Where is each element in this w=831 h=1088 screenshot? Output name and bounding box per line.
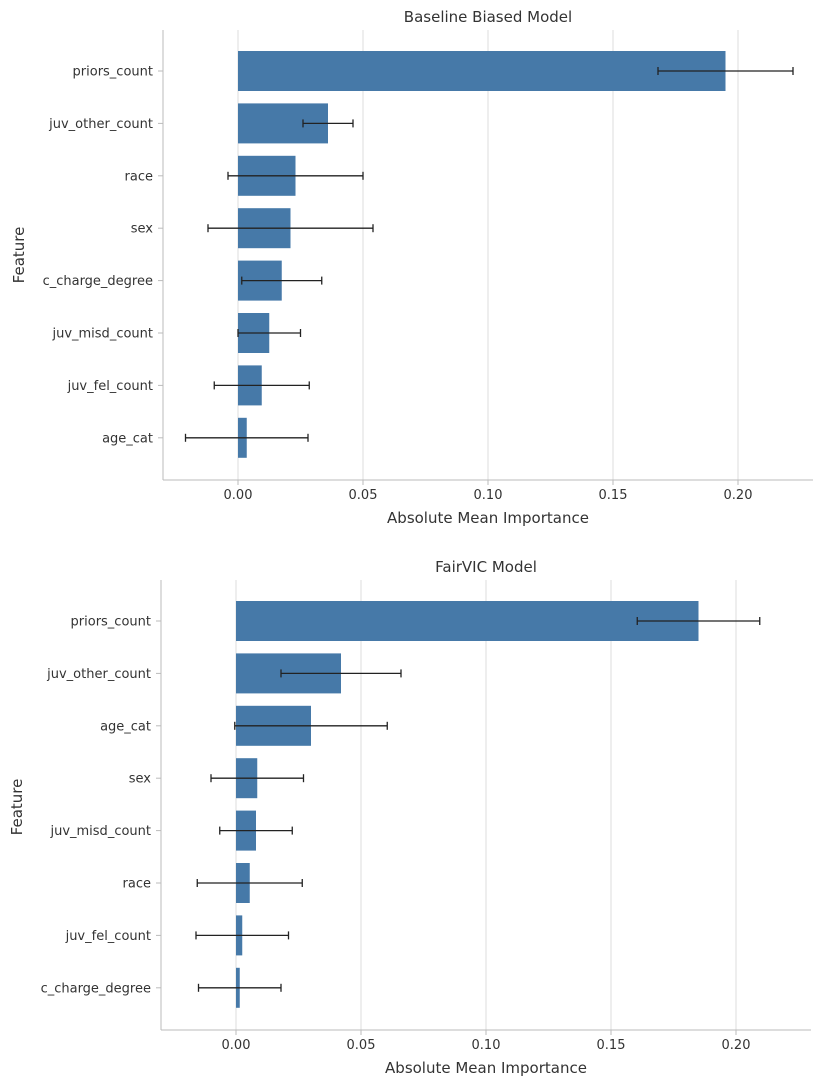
x-tick-label: 0.15 bbox=[599, 488, 628, 503]
x-tick-label: 0.10 bbox=[472, 1038, 501, 1053]
y-tick-label: juv_fel_count bbox=[65, 929, 151, 944]
x-tick-label: 0.05 bbox=[347, 1038, 376, 1053]
x-tick-label: 0.20 bbox=[722, 1038, 751, 1053]
chart-panel-2: 0.00 0.05 0.10 0.15 0.20 priors_count juv_othe… bbox=[8, 558, 811, 1077]
x-tick-label: 0.15 bbox=[597, 1038, 626, 1053]
y-tick-label: juv_fel_count bbox=[67, 379, 153, 394]
chart-panel-1: 0.00 0.05 0.10 0.15 0.20 priors_count juv_othe… bbox=[10, 8, 813, 527]
x-axis-label: Absolute Mean Importance bbox=[387, 509, 589, 527]
y-axis-label: Feature bbox=[8, 779, 26, 836]
bar bbox=[238, 51, 726, 91]
y-tick-label: juv_other_count bbox=[46, 667, 151, 682]
y-tick-label: sex bbox=[131, 222, 154, 237]
bar bbox=[236, 601, 699, 641]
y-tick-label: juv_misd_count bbox=[49, 824, 151, 839]
y-tick-label: juv_misd_count bbox=[51, 327, 153, 342]
y-tick-label: juv_other_count bbox=[48, 117, 153, 132]
x-tick-label: 0.05 bbox=[349, 488, 378, 503]
y-tick-label: age_cat bbox=[102, 431, 153, 446]
x-tick-label: 0.20 bbox=[724, 488, 753, 503]
y-tick-label: race bbox=[123, 877, 151, 892]
y-tick-label: priors_count bbox=[73, 65, 153, 80]
y-tick-label: c_charge_degree bbox=[43, 274, 153, 289]
y-tick-label: age_cat bbox=[100, 719, 151, 734]
x-tick-label: 0.00 bbox=[224, 488, 253, 503]
chart-title: FairVIC Model bbox=[435, 558, 537, 576]
y-tick-label: priors_count bbox=[71, 615, 151, 630]
x-tick-label: 0.10 bbox=[474, 488, 503, 503]
y-tick-label: race bbox=[125, 169, 153, 184]
x-tick-label: 0.00 bbox=[222, 1038, 251, 1053]
y-tick-label: sex bbox=[129, 772, 152, 787]
y-axis-label: Feature bbox=[10, 227, 28, 284]
y-tick-label: c_charge_degree bbox=[41, 981, 151, 996]
chart-title: Baseline Biased Model bbox=[404, 8, 572, 26]
x-axis-label: Absolute Mean Importance bbox=[385, 1059, 587, 1077]
